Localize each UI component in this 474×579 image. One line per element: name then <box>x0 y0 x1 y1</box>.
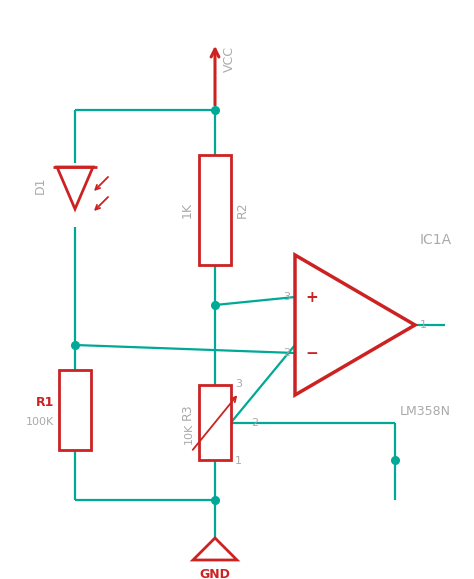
Bar <box>199 155 231 265</box>
Text: 1: 1 <box>420 320 427 330</box>
Text: 3: 3 <box>235 379 242 389</box>
Text: IC1A: IC1A <box>420 233 452 247</box>
Text: 2: 2 <box>283 348 290 358</box>
Text: 3: 3 <box>283 292 290 302</box>
Text: LM358N: LM358N <box>400 405 451 418</box>
Text: 2: 2 <box>251 417 258 427</box>
Text: R3: R3 <box>181 403 194 420</box>
Text: 1: 1 <box>235 456 242 466</box>
Bar <box>199 385 231 460</box>
Text: 1K: 1K <box>181 202 194 218</box>
Text: GND: GND <box>200 568 230 579</box>
Text: +: + <box>305 290 318 305</box>
Text: −: − <box>305 346 318 361</box>
Bar <box>59 370 91 450</box>
Text: 100K: 100K <box>26 417 54 427</box>
Text: D1: D1 <box>34 176 47 194</box>
Text: 10K: 10K <box>184 423 194 444</box>
Text: R2: R2 <box>236 201 249 218</box>
Text: VCC: VCC <box>223 46 236 72</box>
Text: R1: R1 <box>36 395 54 409</box>
